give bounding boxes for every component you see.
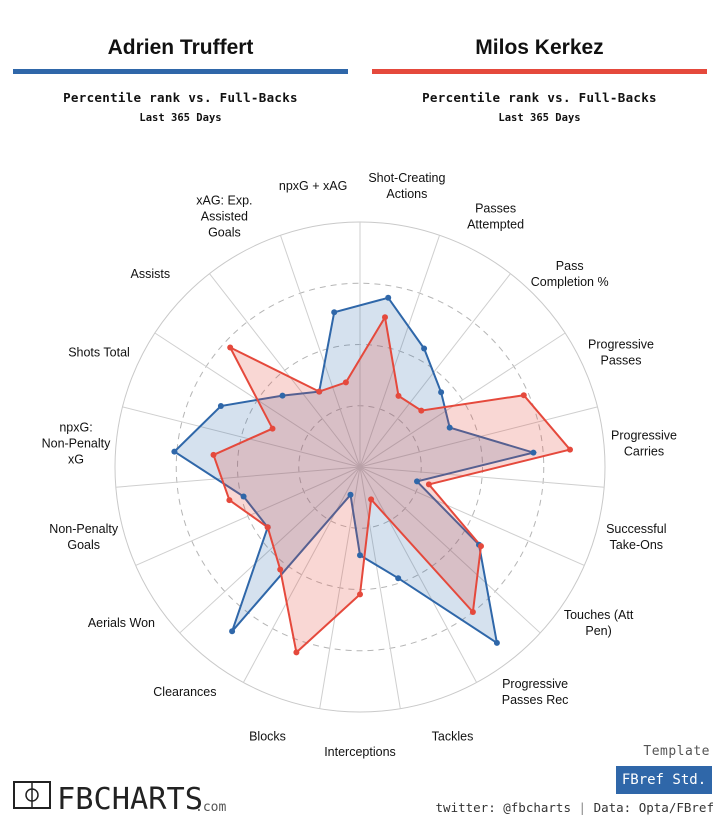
series-1-point [438, 389, 444, 395]
series-1-point [357, 552, 363, 558]
series-2-point [227, 345, 233, 351]
pitch-icon [14, 782, 50, 808]
category-label: Touches (Att Pen) [564, 608, 634, 638]
series-2-point [426, 481, 432, 487]
template-badge: FBref Std. [616, 766, 712, 794]
category-label: Progressive Passes [588, 338, 654, 368]
series-1-point [280, 393, 286, 399]
series-2-point [226, 497, 232, 503]
series-2-point [368, 496, 374, 502]
category-label: Pass Completion % [531, 259, 609, 289]
series-1-point [218, 403, 224, 409]
category-label: Tackles [432, 730, 474, 744]
series-2-point [265, 524, 271, 530]
logo-text: FBCHARTS [57, 782, 203, 816]
footer-separator: | [579, 800, 587, 815]
category-label: Aerials Won [88, 616, 155, 630]
template-label: Template [600, 744, 710, 759]
series-2-point [211, 452, 217, 458]
series-2-point [567, 447, 573, 453]
series-1-point [395, 575, 401, 581]
series-2-point [396, 393, 402, 399]
series-2-point [382, 314, 388, 320]
category-label: Successful Take-Ons [606, 522, 666, 552]
category-label: Progressive Passes Rec [502, 677, 569, 707]
data-source: Data: Opta/FBref [594, 800, 714, 815]
series-1-point [414, 478, 420, 484]
category-label: npxG: Non-Penalty xG [42, 421, 112, 467]
footer-credits: twitter: @fbcharts | Data: Opta/FBref [380, 800, 714, 815]
series-2-point [343, 379, 349, 385]
series-2-point [316, 389, 322, 395]
category-label: Shot-Creating Actions [368, 171, 445, 201]
series-2-point [277, 567, 283, 573]
series-1-point [229, 628, 235, 634]
series-1-point [241, 494, 247, 500]
fbcharts-logo: FBCHARTS .com [13, 776, 228, 816]
category-label: Assists [131, 267, 171, 281]
category-label: Passes Attempted [467, 201, 524, 231]
series-2-point [470, 609, 476, 615]
logo-suffix: .com [195, 800, 226, 815]
series-2-point [418, 408, 424, 414]
series-1-point [447, 425, 453, 431]
category-label: Interceptions [324, 745, 396, 759]
category-label: Blocks [249, 730, 286, 744]
series-2-point [293, 649, 299, 655]
series-1-point [421, 346, 427, 352]
category-label: Clearances [153, 685, 216, 699]
series-1-point [385, 295, 391, 301]
category-label: Shots Total [68, 346, 130, 360]
series-1-point [348, 492, 354, 498]
twitter-handle: twitter: @fbcharts [436, 800, 571, 815]
radar-chart: Shot-Creating Actions Passes AttemptedPass C… [0, 0, 720, 823]
series-1-point [331, 309, 337, 315]
series-1-point [494, 640, 500, 646]
series-2-point [357, 591, 363, 597]
series-2-point [521, 392, 527, 398]
category-label: Progressive Carries [611, 429, 677, 459]
category-label: npxG + xAG [279, 179, 347, 193]
series-2-point [478, 543, 484, 549]
category-label: Non-Penalty Goals [49, 522, 119, 552]
series-area-2 [214, 317, 571, 652]
series-1-point [530, 450, 536, 456]
series-2-point [270, 426, 276, 432]
series-1-point [171, 449, 177, 455]
category-label: xAG: Exp. Assisted Goals [196, 193, 252, 239]
